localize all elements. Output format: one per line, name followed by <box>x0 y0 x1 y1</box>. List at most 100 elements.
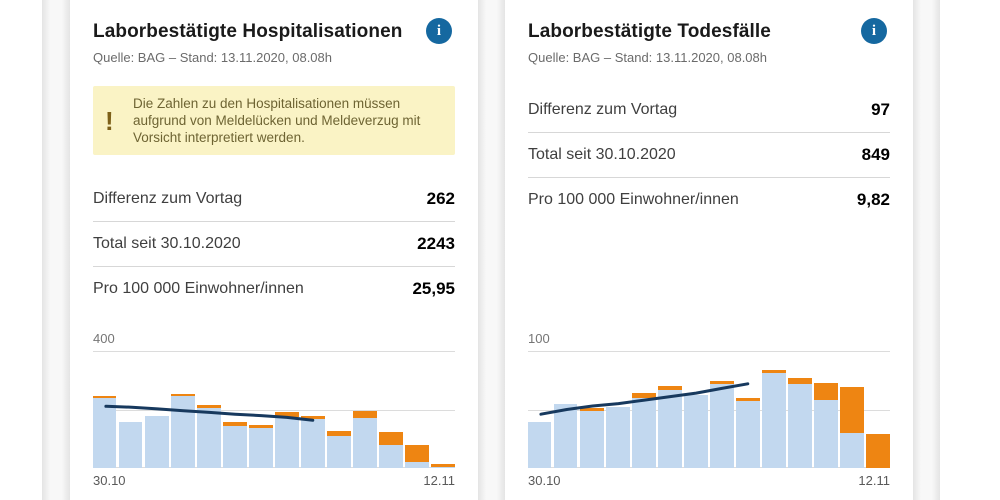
gridline-middle <box>528 409 890 411</box>
bar-segment-blue <box>301 419 325 468</box>
bar-segment-blue <box>710 383 734 468</box>
bar-09.11[interactable] <box>788 351 812 468</box>
stat-row-total: Total seit 30.10.2020 2243 <box>93 222 455 267</box>
chart-plot <box>93 351 455 468</box>
card-title-todesfaelle: Laborbestätigte Todesfälle <box>528 21 771 42</box>
bar-segment-blue <box>275 417 299 468</box>
stats-list: Differenz zum Vortag 97 Total seit 30.10… <box>528 88 890 222</box>
bar-07.11[interactable] <box>736 351 760 468</box>
bar-segment-orange <box>840 387 864 433</box>
bar-segment-orange <box>405 445 429 463</box>
x-axis-start-label: 30.10 <box>93 473 126 488</box>
bar-segment-blue <box>788 383 812 468</box>
stat-value: 25,95 <box>412 279 455 298</box>
bar-11.11[interactable] <box>405 351 429 468</box>
bar-segment-orange <box>658 386 682 390</box>
bar-06.11[interactable] <box>275 351 299 468</box>
bar-segment-blue <box>327 436 351 468</box>
chart-plot <box>528 351 890 468</box>
bar-segment-orange <box>275 411 299 418</box>
bar-segment-orange <box>866 434 890 468</box>
warning-box: ! Die Zahlen zu den Hospitalisationen mü… <box>93 86 455 155</box>
bar-segment-blue <box>580 410 604 468</box>
bar-31.10[interactable] <box>554 351 578 468</box>
bar-segment-blue <box>249 427 273 468</box>
bar-segment-orange <box>353 410 377 418</box>
bar-segment-blue <box>528 422 552 468</box>
card-header: Laborbestätigte Todesfälle i <box>528 18 890 44</box>
stat-row-total: Total seit 30.10.2020 849 <box>528 133 890 178</box>
source-line: Quelle: BAG – Stand: 13.11.2020, 08.08h <box>528 50 767 65</box>
gridline-middle <box>93 409 455 411</box>
stat-label: Differenz zum Vortag <box>528 101 678 118</box>
chart-hospitalisationen: 400 30.10 12.11 <box>93 331 455 488</box>
info-icon: i <box>436 22 442 39</box>
gridline-top <box>93 351 455 352</box>
bar-12.11[interactable] <box>431 351 455 468</box>
info-icon: i <box>871 22 877 39</box>
bar-segment-orange <box>580 408 604 411</box>
bar-09.11[interactable] <box>353 351 377 468</box>
stat-row-pro-100000: Pro 100 000 Einwohner/innen 9,82 <box>528 178 890 222</box>
bar-segment-orange <box>431 463 455 468</box>
bar-segment-orange <box>301 415 325 420</box>
bar-04.11[interactable] <box>658 351 682 468</box>
bar-segment-orange <box>197 405 221 408</box>
bar-03.11[interactable] <box>197 351 221 468</box>
bar-08.11[interactable] <box>762 351 786 468</box>
stat-row-differenz: Differenz zum Vortag 262 <box>93 177 455 222</box>
y-axis-max-label: 100 <box>528 331 550 346</box>
bar-08.11[interactable] <box>327 351 351 468</box>
info-button[interactable]: i <box>861 18 887 44</box>
bar-01.11[interactable] <box>580 351 604 468</box>
bar-10.11[interactable] <box>379 351 403 468</box>
bar-segment-blue <box>606 407 630 468</box>
bar-segment-blue <box>736 401 760 468</box>
bar-04.11[interactable] <box>223 351 247 468</box>
bar-segment-orange <box>327 430 351 437</box>
bar-segment-orange <box>119 421 143 423</box>
bar-30.10[interactable] <box>93 351 117 468</box>
stat-value: 97 <box>871 100 890 119</box>
bar-05.11[interactable] <box>684 351 708 468</box>
bar-10.11[interactable] <box>814 351 838 468</box>
bar-segment-blue <box>658 389 682 468</box>
chart-todesfaelle: 100 30.10 12.11 <box>528 331 890 488</box>
bar-segment-blue <box>119 422 143 468</box>
info-button[interactable]: i <box>426 18 452 44</box>
card-todesfaelle: Laborbestätigte Todesfälle i Quelle: BAG… <box>505 0 913 500</box>
bar-31.10[interactable] <box>119 351 143 468</box>
bar-06.11[interactable] <box>710 351 734 468</box>
bar-02.11[interactable] <box>171 351 195 468</box>
chart-bars <box>93 351 455 468</box>
bar-07.11[interactable] <box>301 351 325 468</box>
bar-segment-orange <box>788 377 812 384</box>
bar-segment-orange <box>736 397 760 402</box>
stat-value: 849 <box>861 145 890 164</box>
stat-value: 9,82 <box>856 190 890 209</box>
bar-11.11[interactable] <box>840 351 864 468</box>
bar-segment-blue <box>223 425 247 468</box>
stat-value: 2243 <box>417 234 455 253</box>
x-axis-labels: 30.10 12.11 <box>528 473 890 488</box>
stat-label: Differenz zum Vortag <box>93 190 243 207</box>
stat-label: Total seit 30.10.2020 <box>528 146 676 163</box>
stat-row-pro-100000: Pro 100 000 Einwohner/innen 25,95 <box>93 267 455 311</box>
bar-01.11[interactable] <box>145 351 169 468</box>
bar-segment-orange <box>379 431 403 446</box>
bar-03.11[interactable] <box>632 351 656 468</box>
stat-value: 262 <box>426 189 455 208</box>
bar-12.11[interactable] <box>866 351 890 468</box>
bar-segment-orange <box>814 382 838 401</box>
trend-line <box>539 382 750 416</box>
card-title-hospitalisationen: Laborbestätigte Hospitalisationen <box>93 21 403 42</box>
gridline-top <box>528 351 890 352</box>
stats-list: Differenz zum Vortag 262 Total seit 30.1… <box>93 177 455 311</box>
bar-05.11[interactable] <box>249 351 273 468</box>
bar-segment-orange <box>762 369 786 374</box>
bar-02.11[interactable] <box>606 351 630 468</box>
bar-30.10[interactable] <box>528 351 552 468</box>
bar-segment-blue <box>632 397 656 468</box>
bar-segment-blue <box>171 396 195 468</box>
bar-segment-blue <box>145 415 169 468</box>
